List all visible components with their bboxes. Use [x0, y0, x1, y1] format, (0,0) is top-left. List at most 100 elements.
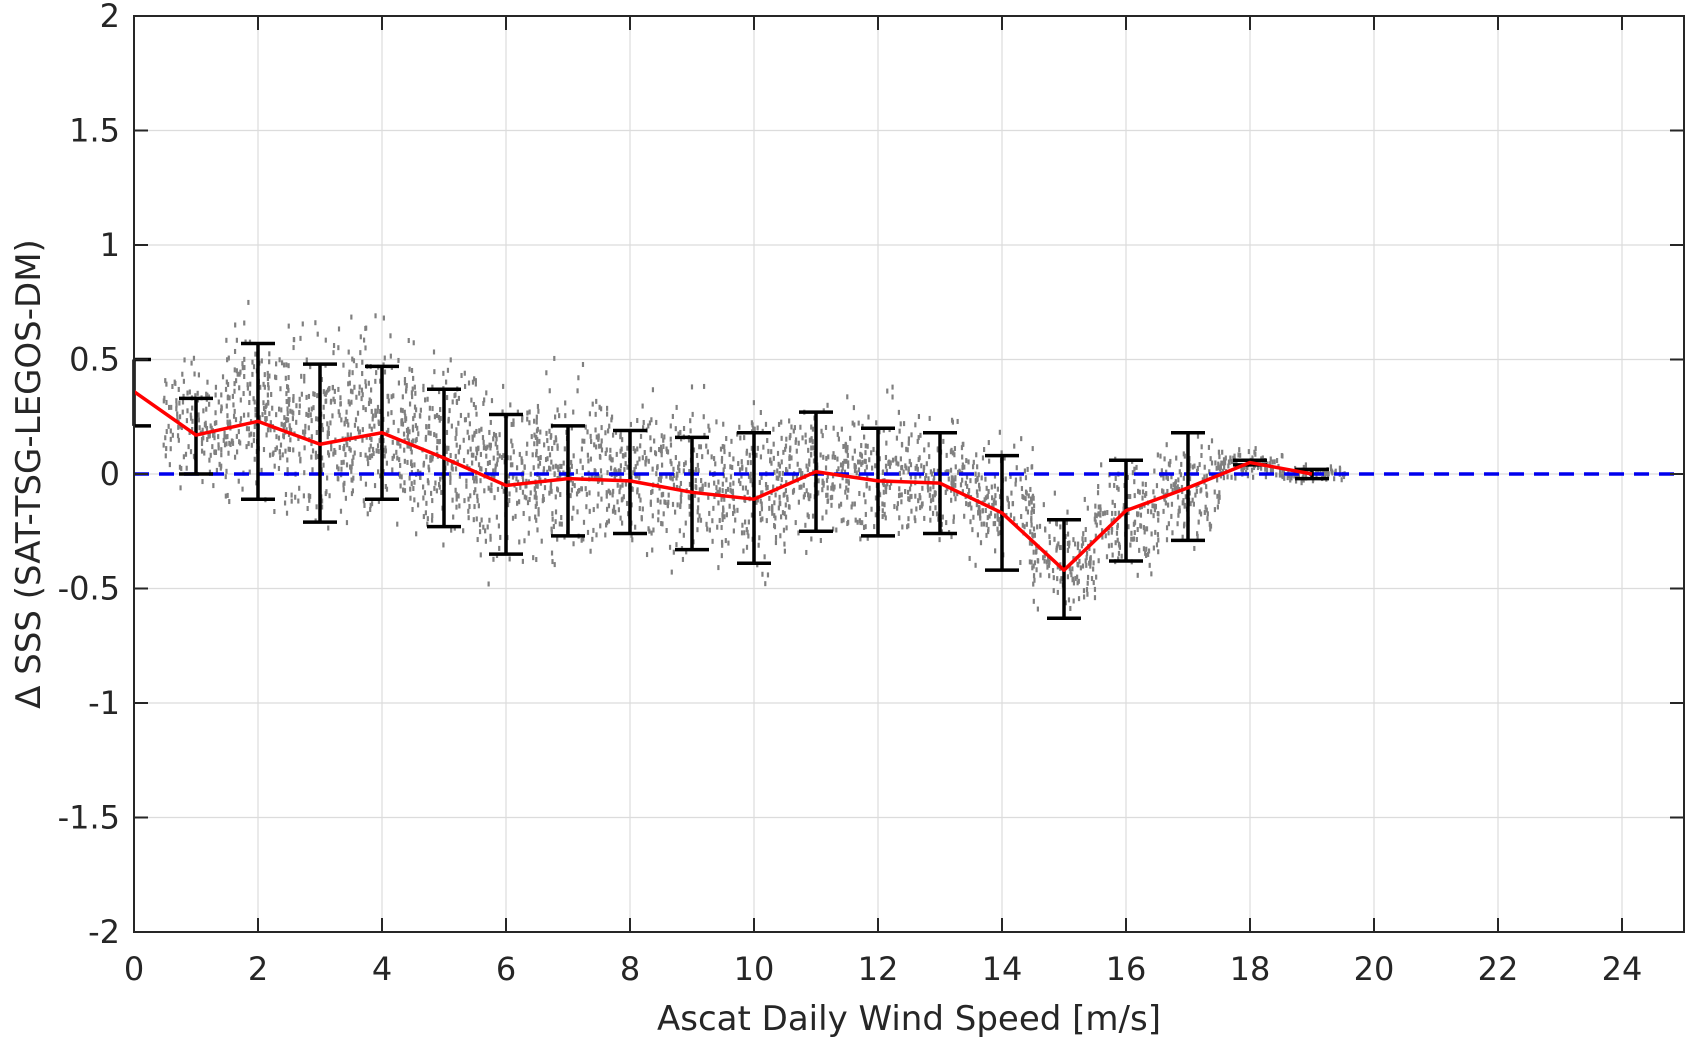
scatter-point: [299, 335, 302, 341]
scatter-point: [228, 440, 231, 446]
scatter-point: [520, 459, 523, 465]
scatter-point: [1097, 558, 1100, 564]
scatter-point: [165, 429, 168, 435]
scatter-point: [1084, 537, 1087, 543]
scatter-point: [551, 446, 554, 452]
scatter-point: [1014, 481, 1017, 487]
scatter-point: [414, 438, 417, 444]
scatter-point: [1025, 521, 1028, 527]
scatter-point: [868, 485, 871, 491]
scatter-point: [268, 452, 272, 458]
scatter-point: [310, 434, 313, 440]
scatter-point: [788, 455, 791, 461]
scatter-point: [910, 508, 913, 514]
scatter-point: [1154, 529, 1157, 535]
scatter-point: [465, 483, 468, 489]
scatter-point: [606, 428, 610, 434]
scatter-point: [332, 451, 335, 457]
scatter-point: [200, 448, 204, 454]
scatter-point: [860, 461, 863, 467]
scatter-point: [697, 517, 700, 523]
scatter-point: [651, 387, 655, 393]
scatter-point: [961, 454, 964, 460]
scatter-point: [1102, 511, 1105, 517]
scatter-point: [840, 426, 843, 432]
scatter-point: [550, 488, 553, 494]
scatter-point: [866, 535, 869, 541]
scatter-point: [719, 446, 723, 452]
scatter-point: [783, 548, 786, 554]
scatter-point: [374, 378, 377, 384]
scatter-point: [217, 434, 220, 440]
scatter-point: [330, 441, 333, 447]
scatter-point: [774, 534, 778, 540]
scatter-point: [254, 412, 257, 418]
scatter-point: [840, 518, 843, 524]
scatter-point: [1234, 475, 1237, 481]
scatter-point: [886, 481, 889, 487]
scatter-point: [1009, 512, 1013, 518]
scatter-point: [1183, 521, 1186, 527]
scatter-point: [1129, 494, 1132, 500]
scatter-point: [377, 498, 381, 504]
scatter-point: [1139, 512, 1143, 518]
scatter-point: [397, 380, 401, 386]
scatter-point: [448, 408, 451, 414]
scatter-point: [490, 482, 493, 488]
scatter-point: [807, 447, 810, 453]
scatter-point: [237, 478, 240, 484]
scatter-point: [795, 474, 799, 480]
x-tick-label: 14: [982, 950, 1023, 988]
scatter-point: [273, 374, 277, 380]
scatter-point: [511, 462, 514, 468]
scatter-point: [575, 491, 579, 497]
scatter-point: [711, 538, 714, 544]
scatter-point: [476, 498, 479, 504]
scatter-point: [745, 544, 749, 550]
scatter-point: [586, 452, 589, 458]
scatter-point: [553, 440, 556, 446]
scatter-point: [1181, 500, 1184, 506]
scatter-point: [900, 442, 904, 448]
scatter-point: [363, 502, 366, 508]
scatter-point: [750, 445, 753, 451]
scatter-point: [1223, 464, 1226, 470]
scatter-point: [1030, 559, 1033, 565]
scatter-point: [494, 463, 497, 469]
scatter-point: [580, 537, 583, 543]
scatter-point: [446, 460, 449, 466]
scatter-point: [689, 428, 692, 434]
scatter-point: [1304, 473, 1307, 479]
scatter-point: [676, 472, 679, 478]
scatter-point: [1130, 530, 1133, 536]
scatter-point: [285, 427, 288, 433]
scatter-point: [656, 497, 659, 503]
scatter-point: [467, 412, 470, 418]
scatter-point: [696, 462, 699, 468]
scatter-point: [269, 420, 272, 426]
scatter-point: [1051, 568, 1055, 574]
scatter-point: [907, 469, 910, 475]
scatter-point: [263, 372, 266, 378]
scatter-point: [1189, 463, 1192, 469]
scatter-point: [572, 505, 575, 511]
scatter-point: [301, 321, 304, 327]
scatter-point: [671, 476, 674, 482]
scatter-point: [698, 487, 701, 493]
scatter-point: [907, 440, 910, 446]
scatter-point: [598, 443, 601, 449]
scatter-point: [422, 462, 425, 468]
scatter-point: [725, 477, 728, 483]
scatter-point: [1191, 464, 1194, 470]
scatter-point: [237, 429, 240, 435]
scatter-point: [752, 400, 755, 406]
scatter-point: [1031, 506, 1034, 512]
scatter-point: [171, 432, 174, 438]
scatter-point: [340, 460, 343, 466]
scatter-point: [898, 428, 901, 434]
scatter-point: [931, 510, 935, 516]
scatter-point: [850, 504, 853, 510]
scatter-point: [636, 417, 639, 423]
scatter-point: [1066, 509, 1069, 515]
scatter-point: [407, 338, 410, 344]
